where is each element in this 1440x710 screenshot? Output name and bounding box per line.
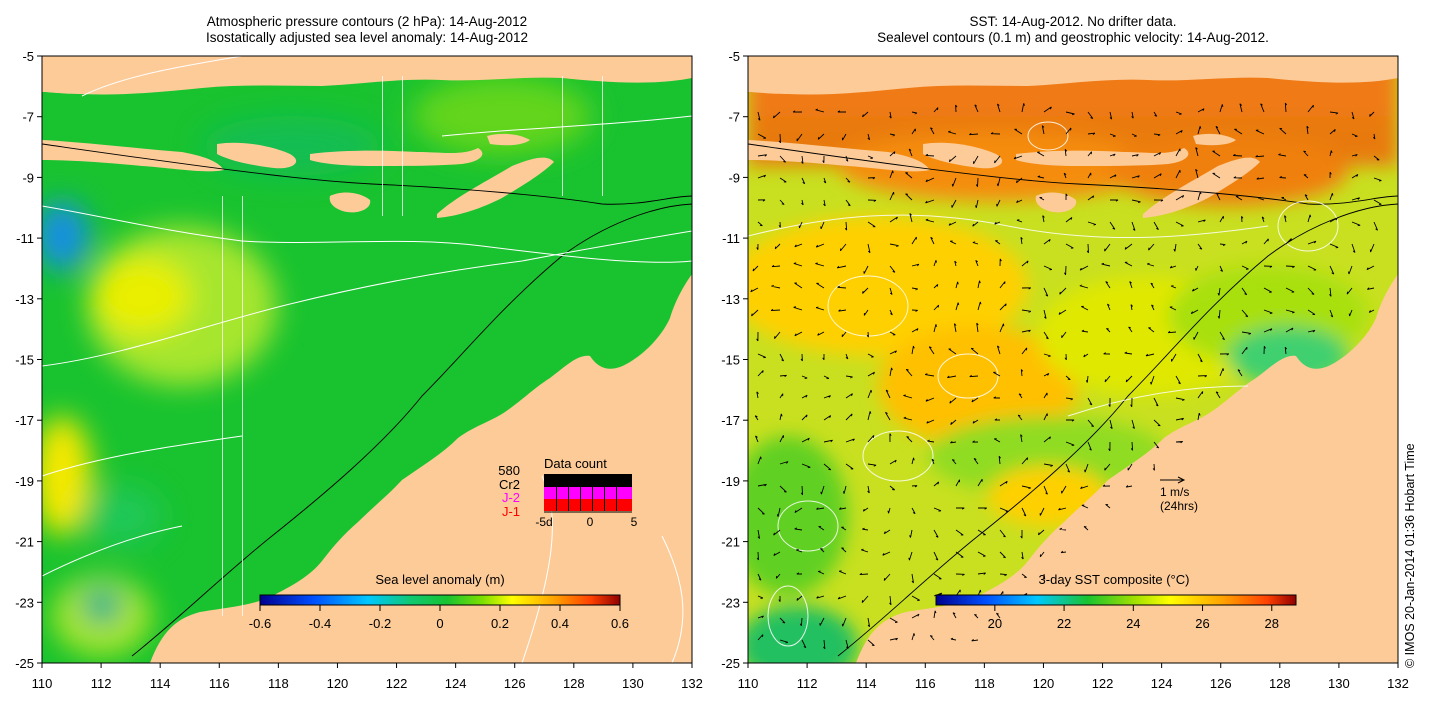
left-lat-tick--23: -23	[15, 595, 34, 610]
left-lon-tick-114: 114	[150, 676, 171, 691]
data-count-tick-zero: 0	[587, 515, 594, 529]
left-title-line2: Isostatically adjusted sea level anomaly…	[206, 30, 528, 45]
right-lat-tick--15: -15	[721, 353, 740, 368]
right-lon-tick-122: 122	[1092, 676, 1114, 691]
left-lon-tick-132: 132	[681, 676, 703, 691]
left-lon-tick-112: 112	[91, 676, 112, 691]
right-lon-tick-126: 126	[1210, 676, 1232, 691]
right-lon-tick-130: 130	[1328, 676, 1350, 691]
right-lon-tick-132: 132	[1387, 676, 1409, 691]
left-lat-tick--25: -25	[15, 656, 34, 671]
right-axes: 110 112 114 116 118 120 122 124 126 128 130 132 -5 -7…	[721, 49, 1409, 691]
right-lat-tick--11: -11	[722, 231, 740, 246]
right-lat-tick--9: -9	[728, 170, 740, 185]
right-title-line1: SST: 14-Aug-2012. No drifter data.	[969, 14, 1177, 29]
data-count-bars	[544, 474, 632, 511]
left-lat-tick--19: -19	[15, 474, 34, 489]
sla-colorbar-label: Sea level anomaly (m)	[375, 572, 504, 587]
right-lon-tick-112: 112	[797, 676, 818, 691]
right-lat-tick--19: -19	[721, 474, 740, 489]
sst-colorbar-tick-24: 24	[1126, 616, 1140, 631]
right-lat-tick--25: -25	[721, 656, 740, 671]
satellite-label-j2: J-2	[502, 490, 520, 505]
right-lat-tick--21: -21	[721, 535, 740, 550]
right-lat-tick--7: -7	[728, 110, 740, 125]
velocity-scale: 1 m/s (24hrs)	[1160, 476, 1198, 513]
sla-colorbar-tick-0.2: 0.2	[491, 616, 509, 631]
left-lon-tick-130: 130	[622, 676, 644, 691]
left-lat-tick--13: -13	[15, 292, 34, 307]
right-lon-tick-118: 118	[974, 676, 995, 691]
right-title: SST: 14-Aug-2012. No drifter data. Seale…	[748, 14, 1398, 46]
left-lon-tick-116: 116	[209, 676, 230, 691]
sst-colorbar-tick-20: 20	[988, 616, 1002, 631]
satellite-label-j1: J-1	[502, 504, 520, 519]
right-lat-tick--13: -13	[721, 292, 740, 307]
right-lat-tick--23: -23	[721, 595, 740, 610]
satellite-label-cr2: Cr2	[499, 477, 520, 492]
sst-colorbar-gradient	[935, 594, 1297, 606]
sla-colorbar-tick-0.6: 0.6	[611, 616, 629, 631]
sla-colorbar-tick--0.4: -0.4	[309, 616, 331, 631]
right-lon-tick-128: 128	[1269, 676, 1291, 691]
sla-colorbar: Sea level anomaly (m) -0.6 -0.4 -0.2 0 0.2 0.…	[249, 572, 629, 631]
velocity-scale-line2: (24hrs)	[1160, 499, 1198, 513]
velocity-scale-line1: 1 m/s	[1160, 485, 1189, 499]
right-lat-tick--17: -17	[721, 413, 740, 428]
left-map	[42, 56, 692, 663]
data-count-tick-end: 5	[631, 515, 638, 529]
left-lat-tick--21: -21	[15, 535, 34, 550]
left-lon-tick-118: 118	[268, 676, 289, 691]
left-lon-tick-120: 120	[327, 676, 349, 691]
right-lon-tick-116: 116	[915, 676, 936, 691]
right-lat-tick--5: -5	[728, 49, 740, 64]
sst-colorbar-tick-22: 22	[1057, 616, 1071, 631]
left-lat-tick--9: -9	[22, 170, 34, 185]
satellite-label-580: 580	[498, 463, 520, 478]
left-lat-tick--17: -17	[15, 413, 34, 428]
sst-colorbar-tick-28: 28	[1265, 616, 1279, 631]
left-title: Atmospheric pressure contours (2 hPa): 1…	[42, 14, 692, 46]
right-title-line2: Sealevel contours (0.1 m) and geostrophi…	[877, 30, 1269, 45]
left-axes: 110 112 114 116 118 120 122 124 126 128 130 132 -5 -7…	[15, 49, 703, 691]
data-count-inset: Data count 580 Cr2 J-2 J-1 -5d 0 5	[498, 456, 637, 529]
right-lon-tick-110: 110	[738, 676, 759, 691]
sst-colorbar: 3-day SST composite (°C) 20 22 24 26 28	[935, 572, 1297, 631]
sla-colorbar-tick--0.6: -0.6	[249, 616, 271, 631]
left-lon-tick-124: 124	[445, 676, 467, 691]
right-lon-tick-124: 124	[1151, 676, 1173, 691]
sst-colorbar-tick-26: 26	[1195, 616, 1209, 631]
right-lon-tick-120: 120	[1033, 676, 1055, 691]
left-lat-tick--15: -15	[15, 353, 34, 368]
data-count-tick-start: -5d	[535, 515, 552, 529]
sla-colorbar-tick-0.4: 0.4	[551, 616, 569, 631]
sla-colorbar-tick--0.2: -0.2	[369, 616, 391, 631]
data-count-title: Data count	[544, 456, 607, 471]
left-lat-tick--5: -5	[22, 49, 34, 64]
sla-colorbar-gradient	[259, 594, 621, 606]
right-lon-tick-114: 114	[856, 676, 877, 691]
sla-colorbar-tick-0: 0	[436, 616, 443, 631]
left-lon-tick-122: 122	[386, 676, 408, 691]
left-lon-tick-110: 110	[32, 676, 53, 691]
left-lon-tick-128: 128	[563, 676, 585, 691]
copyright-notice: © IMOS 20-Jan-2014 01:36 Hobart Time	[1403, 443, 1417, 668]
left-title-line1: Atmospheric pressure contours (2 hPa): 1…	[206, 14, 528, 29]
left-lon-tick-126: 126	[504, 676, 526, 691]
left-lat-tick--7: -7	[22, 110, 34, 125]
left-lat-tick--11: -11	[16, 231, 34, 246]
geostrophic-velocity-vectors	[750, 102, 1382, 650]
sst-colorbar-label: 3-day SST composite (°C)	[1039, 572, 1190, 587]
right-map	[748, 56, 1398, 663]
